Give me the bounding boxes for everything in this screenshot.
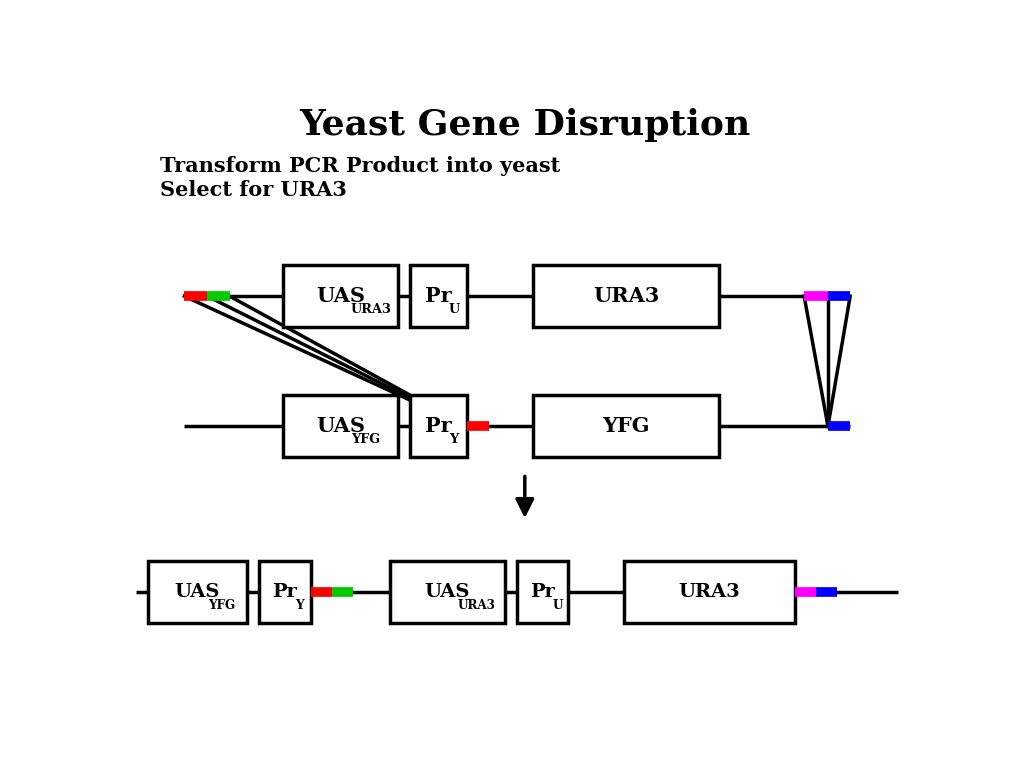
Bar [410, 396, 467, 457]
Text: Pr: Pr [530, 583, 555, 601]
Bar [624, 561, 795, 623]
Text: Select for URA3: Select for URA3 [160, 180, 346, 200]
Bar [259, 561, 310, 623]
Text: URA3: URA3 [593, 286, 659, 306]
Bar [517, 561, 568, 623]
Bar [283, 396, 397, 457]
Text: Pr: Pr [272, 583, 297, 601]
Text: UAS: UAS [315, 416, 365, 436]
Bar [532, 265, 719, 327]
Text: U: U [553, 599, 563, 612]
Text: UAS: UAS [425, 583, 470, 601]
Text: Y: Y [449, 433, 458, 446]
Text: URA3: URA3 [679, 583, 740, 601]
Bar [532, 396, 719, 457]
Text: URA3: URA3 [458, 599, 496, 612]
Bar [147, 561, 247, 623]
Text: UAS: UAS [175, 583, 220, 601]
Text: Pr: Pr [425, 416, 452, 436]
Text: Transform PCR Product into yeast: Transform PCR Product into yeast [160, 156, 560, 176]
Text: Yeast Gene Disruption: Yeast Gene Disruption [299, 108, 751, 141]
Text: Y: Y [295, 599, 304, 612]
Bar [283, 265, 397, 327]
Text: YFG: YFG [208, 599, 234, 612]
Text: Pr: Pr [425, 286, 452, 306]
Text: YFG: YFG [602, 416, 650, 436]
Bar [390, 561, 505, 623]
Bar [410, 265, 467, 327]
Text: UAS: UAS [315, 286, 365, 306]
Text: URA3: URA3 [350, 303, 391, 316]
Text: U: U [449, 303, 460, 316]
Text: YFG: YFG [350, 433, 380, 446]
